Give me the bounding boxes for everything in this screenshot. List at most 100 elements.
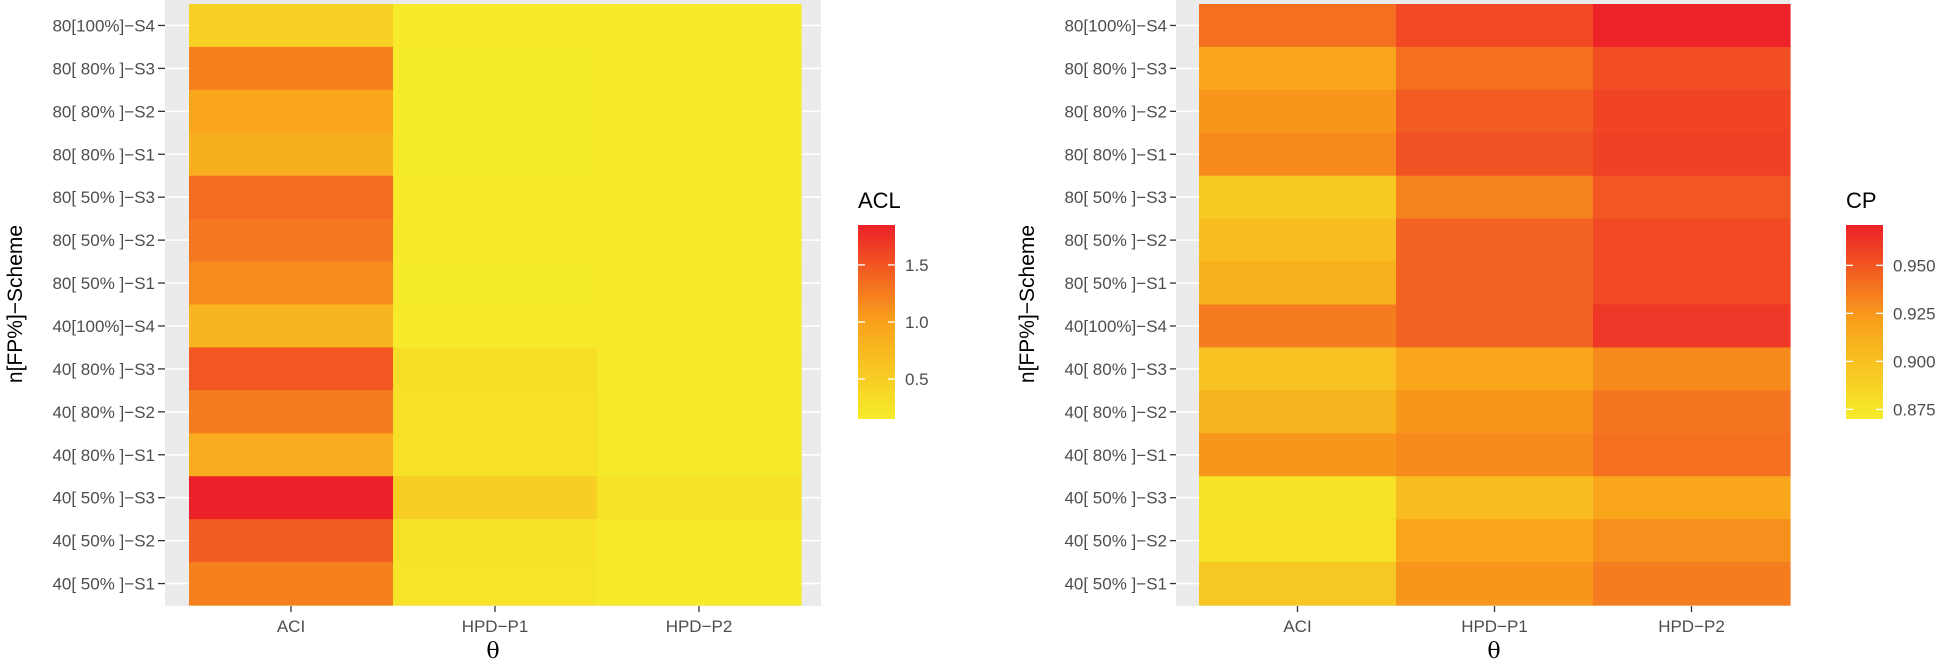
acl-heatmap-cell — [189, 519, 394, 563]
cp-y-tick-label: 40[100%]−S4 — [1064, 317, 1167, 336]
acl-heatmap-cell — [597, 347, 802, 391]
cp-heatmap-cell — [1199, 89, 1397, 134]
cp-heatmap-cell — [1199, 347, 1397, 391]
acl-heatmap-cell — [597, 390, 802, 434]
acl-heatmap-cell — [393, 347, 598, 391]
acl-heatmap-cell — [189, 132, 394, 177]
acl-heatmap-cell — [189, 46, 394, 91]
acl-heatmap-cell — [597, 175, 802, 220]
acl-heatmap-cell — [393, 218, 598, 263]
cp-heatmap-cell — [1199, 519, 1397, 563]
cp-y-tick-label: 40[ 80% ]−S1 — [1064, 446, 1167, 465]
cp-heatmap-cell — [1199, 562, 1397, 606]
acl-y-tick-label: 80[ 80% ]−S3 — [52, 59, 155, 78]
cp-y-axis-title: n[FP%]−Scheme — [1016, 225, 1039, 383]
acl-x-tick-label: HPD−P2 — [666, 617, 733, 636]
cp-x-axis: ACI HPD−P1 HPD−P2 — [1283, 606, 1725, 636]
acl-heatmap-cell — [393, 304, 598, 349]
cp-y-tick-label: 80[ 50% ]−S3 — [1064, 188, 1167, 207]
cp-legend-colorbar — [1846, 225, 1883, 419]
acl-legend-tick-label: 1.5 — [905, 256, 929, 275]
cp-heatmap-cell — [1199, 304, 1397, 349]
acl-heatmap-cell — [597, 46, 802, 91]
acl-heatmap-cell — [597, 562, 802, 606]
cp-legend-ticks: 0.875 0.900 0.925 0.950 — [1846, 256, 1936, 419]
acl-y-axis-title: n[FP%]−Scheme — [4, 225, 27, 383]
cp-y-tick-label: 80[ 80% ]−S3 — [1064, 59, 1167, 78]
acl-heatmap-cell — [597, 89, 802, 134]
acl-heatmap-cell — [189, 562, 394, 606]
cp-heatmap-cell — [1396, 89, 1594, 134]
acl-heatmap-cell — [393, 132, 598, 177]
acl-heatmap-cell — [189, 89, 394, 134]
cp-heatmap-cell — [1199, 433, 1397, 477]
acl-x-axis: ACI HPD−P1 HPD−P2 — [277, 606, 732, 636]
acl-heatmap-cell — [189, 433, 394, 477]
cp-heatmap-cell — [1199, 476, 1397, 520]
cp-heatmap-cell — [1593, 261, 1791, 306]
cp-legend-tick-label: 0.900 — [1893, 352, 1936, 371]
acl-heatmap-cell — [597, 4, 802, 48]
acl-heatmap-cell — [189, 4, 394, 48]
cp-legend-tick-label: 0.875 — [1893, 400, 1936, 419]
acl-y-tick-label: 40[ 80% ]−S2 — [52, 403, 155, 422]
cp-y-axis: 80[100%]−S4 80[ 80% ]−S3 80[ 80% ]−S2 80[ 8… — [1064, 16, 1176, 594]
acl-x-tick-label: HPD−P1 — [462, 617, 529, 636]
acl-heatmap-cells — [189, 4, 802, 606]
acl-heatmap-cell — [189, 347, 394, 391]
acl-legend: ACL 0.5 1.0 1.5 — [858, 188, 929, 419]
acl-heatmap-cell — [189, 175, 394, 220]
acl-heatmap-cell — [597, 261, 802, 306]
acl-heatmap-cell — [393, 433, 598, 477]
acl-y-tick-label: 80[ 50% ]−S3 — [52, 188, 155, 207]
cp-legend-title: CP — [1846, 188, 1877, 213]
cp-heatmap-cell — [1199, 218, 1397, 263]
acl-legend-title: ACL — [858, 188, 901, 213]
cp-heatmap-cell — [1593, 304, 1791, 349]
acl-y-tick-label: 40[100%]−S4 — [52, 317, 155, 336]
cp-heatmap-cell — [1593, 89, 1791, 134]
acl-heatmap-cell — [189, 390, 394, 434]
acl-heatmap-cell — [597, 218, 802, 263]
cp-heatmap-cell — [1593, 218, 1791, 263]
cp-legend-tick-label: 0.950 — [1893, 256, 1936, 275]
acl-y-tick-label: 40[ 80% ]−S1 — [52, 446, 155, 465]
cp-y-tick-label: 80[100%]−S4 — [1064, 16, 1167, 35]
acl-heatmap-cell — [393, 390, 598, 434]
acl-y-tick-label: 80[ 50% ]−S1 — [52, 274, 155, 293]
cp-y-tick-label: 40[ 50% ]−S2 — [1064, 532, 1167, 551]
acl-heatmap-cell — [393, 89, 598, 134]
acl-heatmap-cell — [393, 175, 598, 220]
cp-heatmap-cell — [1396, 562, 1594, 606]
cp-heatmap-cell — [1199, 175, 1397, 220]
acl-heatmap-panel: 80[100%]−S4 80[ 80% ]−S3 80[ 80% ]−S2 80[ 8… — [4, 0, 929, 664]
cp-heatmap-cell — [1199, 132, 1397, 177]
acl-heatmap-cell — [597, 132, 802, 177]
cp-heatmap-cell — [1593, 4, 1791, 48]
cp-x-tick-label: HPD−P2 — [1658, 617, 1725, 636]
acl-y-tick-label: 80[ 50% ]−S2 — [52, 231, 155, 250]
cp-y-tick-label: 80[ 50% ]−S2 — [1064, 231, 1167, 250]
cp-heatmap-cell — [1396, 519, 1594, 563]
cp-heatmap-cell — [1396, 4, 1594, 48]
acl-heatmap-cell — [393, 46, 598, 91]
cp-heatmap-cell — [1593, 347, 1791, 391]
cp-y-tick-label: 40[ 50% ]−S1 — [1064, 575, 1167, 594]
cp-heatmap-cell — [1593, 175, 1791, 220]
cp-legend-tick-label: 0.925 — [1893, 304, 1936, 323]
acl-y-tick-label: 80[ 80% ]−S1 — [52, 145, 155, 164]
acl-heatmap-cell — [393, 4, 598, 48]
cp-x-tick-label: HPD−P1 — [1461, 617, 1528, 636]
cp-heatmap-cell — [1593, 562, 1791, 606]
cp-heatmap-cell — [1396, 433, 1594, 477]
acl-heatmap-cell — [597, 304, 802, 349]
cp-heatmap-cell — [1396, 261, 1594, 306]
acl-y-tick-label: 40[ 50% ]−S3 — [52, 489, 155, 508]
cp-heatmap-cell — [1199, 46, 1397, 91]
cp-heatmap-cell — [1593, 433, 1791, 477]
acl-heatmap-cell — [189, 261, 394, 306]
cp-heatmap-cell — [1396, 304, 1594, 349]
cp-x-tick-label: ACI — [1283, 617, 1311, 636]
cp-heatmap-cell — [1396, 218, 1594, 263]
